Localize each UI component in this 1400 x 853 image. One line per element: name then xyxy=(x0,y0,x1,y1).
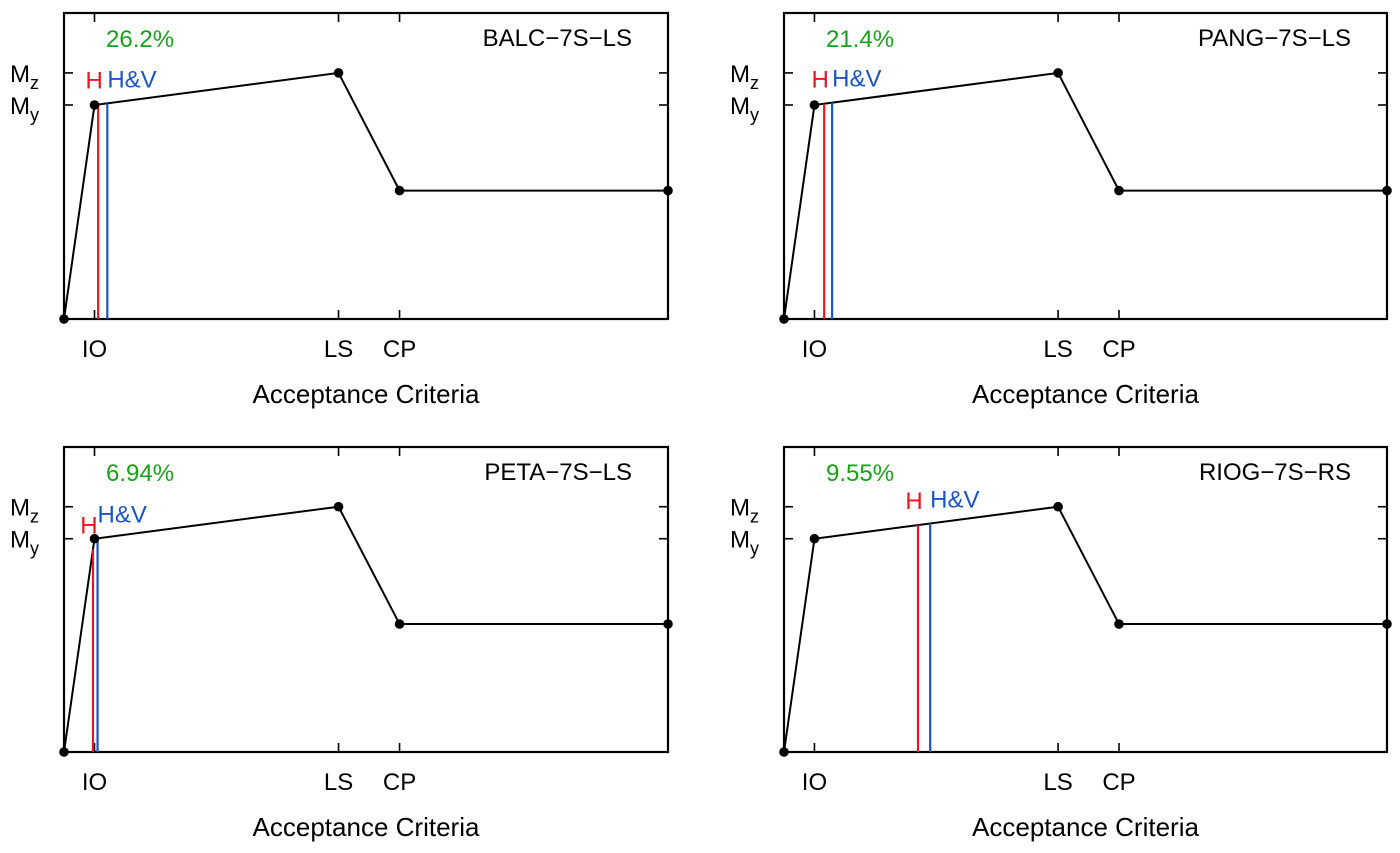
panel-title: RIOG−7S−RS xyxy=(1199,459,1351,486)
backbone-curve xyxy=(783,505,1387,753)
percent-annotation: 6.94% xyxy=(106,460,174,487)
marker-label-h: H xyxy=(905,488,922,515)
x-tick-label: CP xyxy=(1102,336,1135,363)
curve-point xyxy=(333,501,344,512)
x-tick-label: IO xyxy=(82,769,107,796)
curve-point xyxy=(59,747,69,757)
percent-annotation: 26.2% xyxy=(106,26,174,53)
x-tick-label: CP xyxy=(383,336,416,363)
x-tick-label: LS xyxy=(1043,336,1072,363)
plot-frame xyxy=(782,445,1389,754)
percent-annotation: 21.4% xyxy=(826,26,894,53)
curve-point xyxy=(809,100,820,110)
marker-label-hv: H&V xyxy=(930,487,979,514)
curve-point xyxy=(59,314,69,324)
panel-title: PANG−7S−LS xyxy=(1198,25,1351,52)
x-axis-label: Acceptance Criteria xyxy=(972,379,1199,409)
backbone-curve xyxy=(63,505,668,753)
curve-point xyxy=(333,68,344,78)
x-tick-label: IO xyxy=(802,336,827,363)
y-tick-label: Mz xyxy=(730,495,759,527)
x-tick-label: IO xyxy=(82,336,107,363)
x-tick-label: CP xyxy=(383,769,416,796)
curve-point xyxy=(809,533,820,544)
plot-frame xyxy=(62,445,670,754)
curve-point xyxy=(1114,185,1124,196)
curve-point xyxy=(89,100,100,110)
curve-point xyxy=(1114,619,1124,629)
percent-annotation: 9.55% xyxy=(826,460,894,487)
curve-point xyxy=(394,185,405,196)
curve-point xyxy=(663,185,673,196)
curve-point xyxy=(1053,501,1063,512)
x-tick-label: LS xyxy=(324,336,353,363)
y-tick-label: Mz xyxy=(10,61,39,93)
y-tick-label: Mz xyxy=(10,495,39,527)
curve-point xyxy=(1382,185,1392,196)
y-tick-label: My xyxy=(730,93,759,125)
x-axis-label: Acceptance Criteria xyxy=(972,812,1199,842)
backbone-curve xyxy=(63,71,668,320)
x-tick-label: CP xyxy=(1102,769,1135,796)
y-tick-label: My xyxy=(10,93,39,125)
marker-label-h: H xyxy=(85,68,102,95)
marker-label-h: H xyxy=(80,512,97,539)
x-axis-label: Acceptance Criteria xyxy=(253,379,480,409)
marker-label-hv: H&V xyxy=(107,66,156,93)
curve-point xyxy=(779,747,789,757)
curve-point xyxy=(1053,68,1063,78)
x-axis-label: Acceptance Criteria xyxy=(253,812,480,842)
curve-point xyxy=(394,619,405,629)
marker-label-h: H xyxy=(812,67,829,94)
y-tick-label: My xyxy=(730,527,759,559)
x-tick-label: LS xyxy=(1043,769,1072,796)
curve-point xyxy=(663,619,673,629)
plot-frame xyxy=(62,11,670,321)
y-tick-label: My xyxy=(10,527,39,559)
marker-label-hv: H&V xyxy=(98,501,147,528)
curve-point xyxy=(89,533,100,544)
backbone-curve xyxy=(783,71,1387,320)
panel-title: BALC−7S−LS xyxy=(483,25,632,52)
plot-frame xyxy=(782,11,1389,321)
marker-label-hv: H&V xyxy=(832,66,881,93)
y-tick-label: Mz xyxy=(730,61,759,93)
curve-point xyxy=(779,314,789,324)
x-tick-label: IO xyxy=(802,769,827,796)
curve-point xyxy=(1382,619,1392,629)
x-tick-label: LS xyxy=(324,769,353,796)
panel-title: PETA−7S−LS xyxy=(484,459,632,486)
